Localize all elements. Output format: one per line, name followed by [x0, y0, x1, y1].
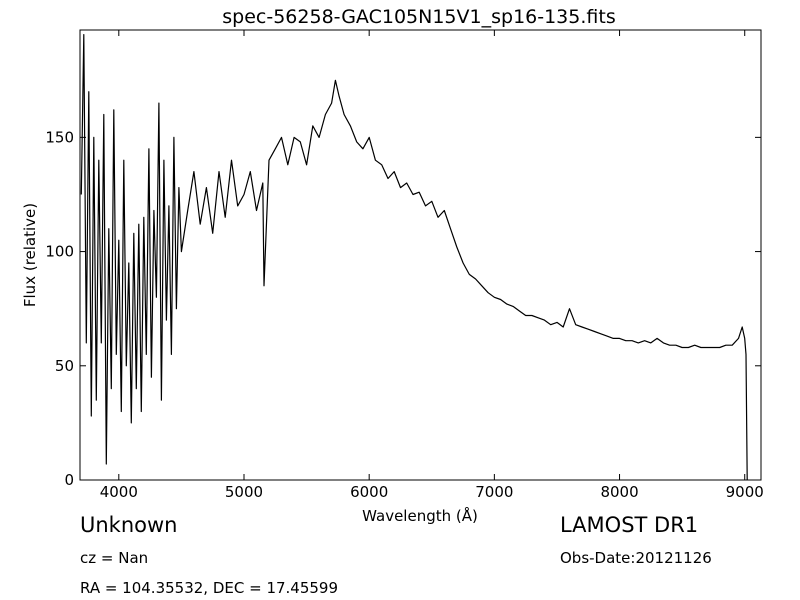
- survey-label: LAMOST DR1: [560, 513, 699, 537]
- x-tick-label: 7000: [475, 483, 513, 501]
- axis-tick-labels: 4000 5000 6000 7000 8000 9000 0 50 100 150: [45, 128, 763, 501]
- y-tick-label: 50: [55, 357, 74, 375]
- spectrum-line: [80, 34, 748, 481]
- x-tick-label: 4000: [100, 483, 138, 501]
- obs-date-label: Obs-Date:20121126: [560, 549, 712, 567]
- y-tick-label: 150: [45, 128, 74, 146]
- y-tick-label: 0: [64, 471, 74, 489]
- y-axis-label: Flux (relative): [21, 203, 39, 307]
- x-tick-label: 9000: [726, 483, 764, 501]
- y-tick-label: 100: [45, 243, 74, 261]
- coordinates-label: RA = 104.35532, DEC = 17.45599: [80, 579, 339, 597]
- redshift-label: cz = Nan: [80, 549, 149, 567]
- x-axis-label: Wavelength (Å): [362, 506, 478, 525]
- x-tick-label: 8000: [600, 483, 638, 501]
- chart-title: spec-56258-GAC105N15V1_sp16-135.fits: [222, 6, 615, 28]
- axis-ticks: [80, 30, 761, 481]
- x-tick-label: 5000: [225, 483, 263, 501]
- object-class-label: Unknown: [80, 513, 178, 537]
- plot-frame: [79, 29, 762, 481]
- x-tick-label: 6000: [350, 483, 388, 501]
